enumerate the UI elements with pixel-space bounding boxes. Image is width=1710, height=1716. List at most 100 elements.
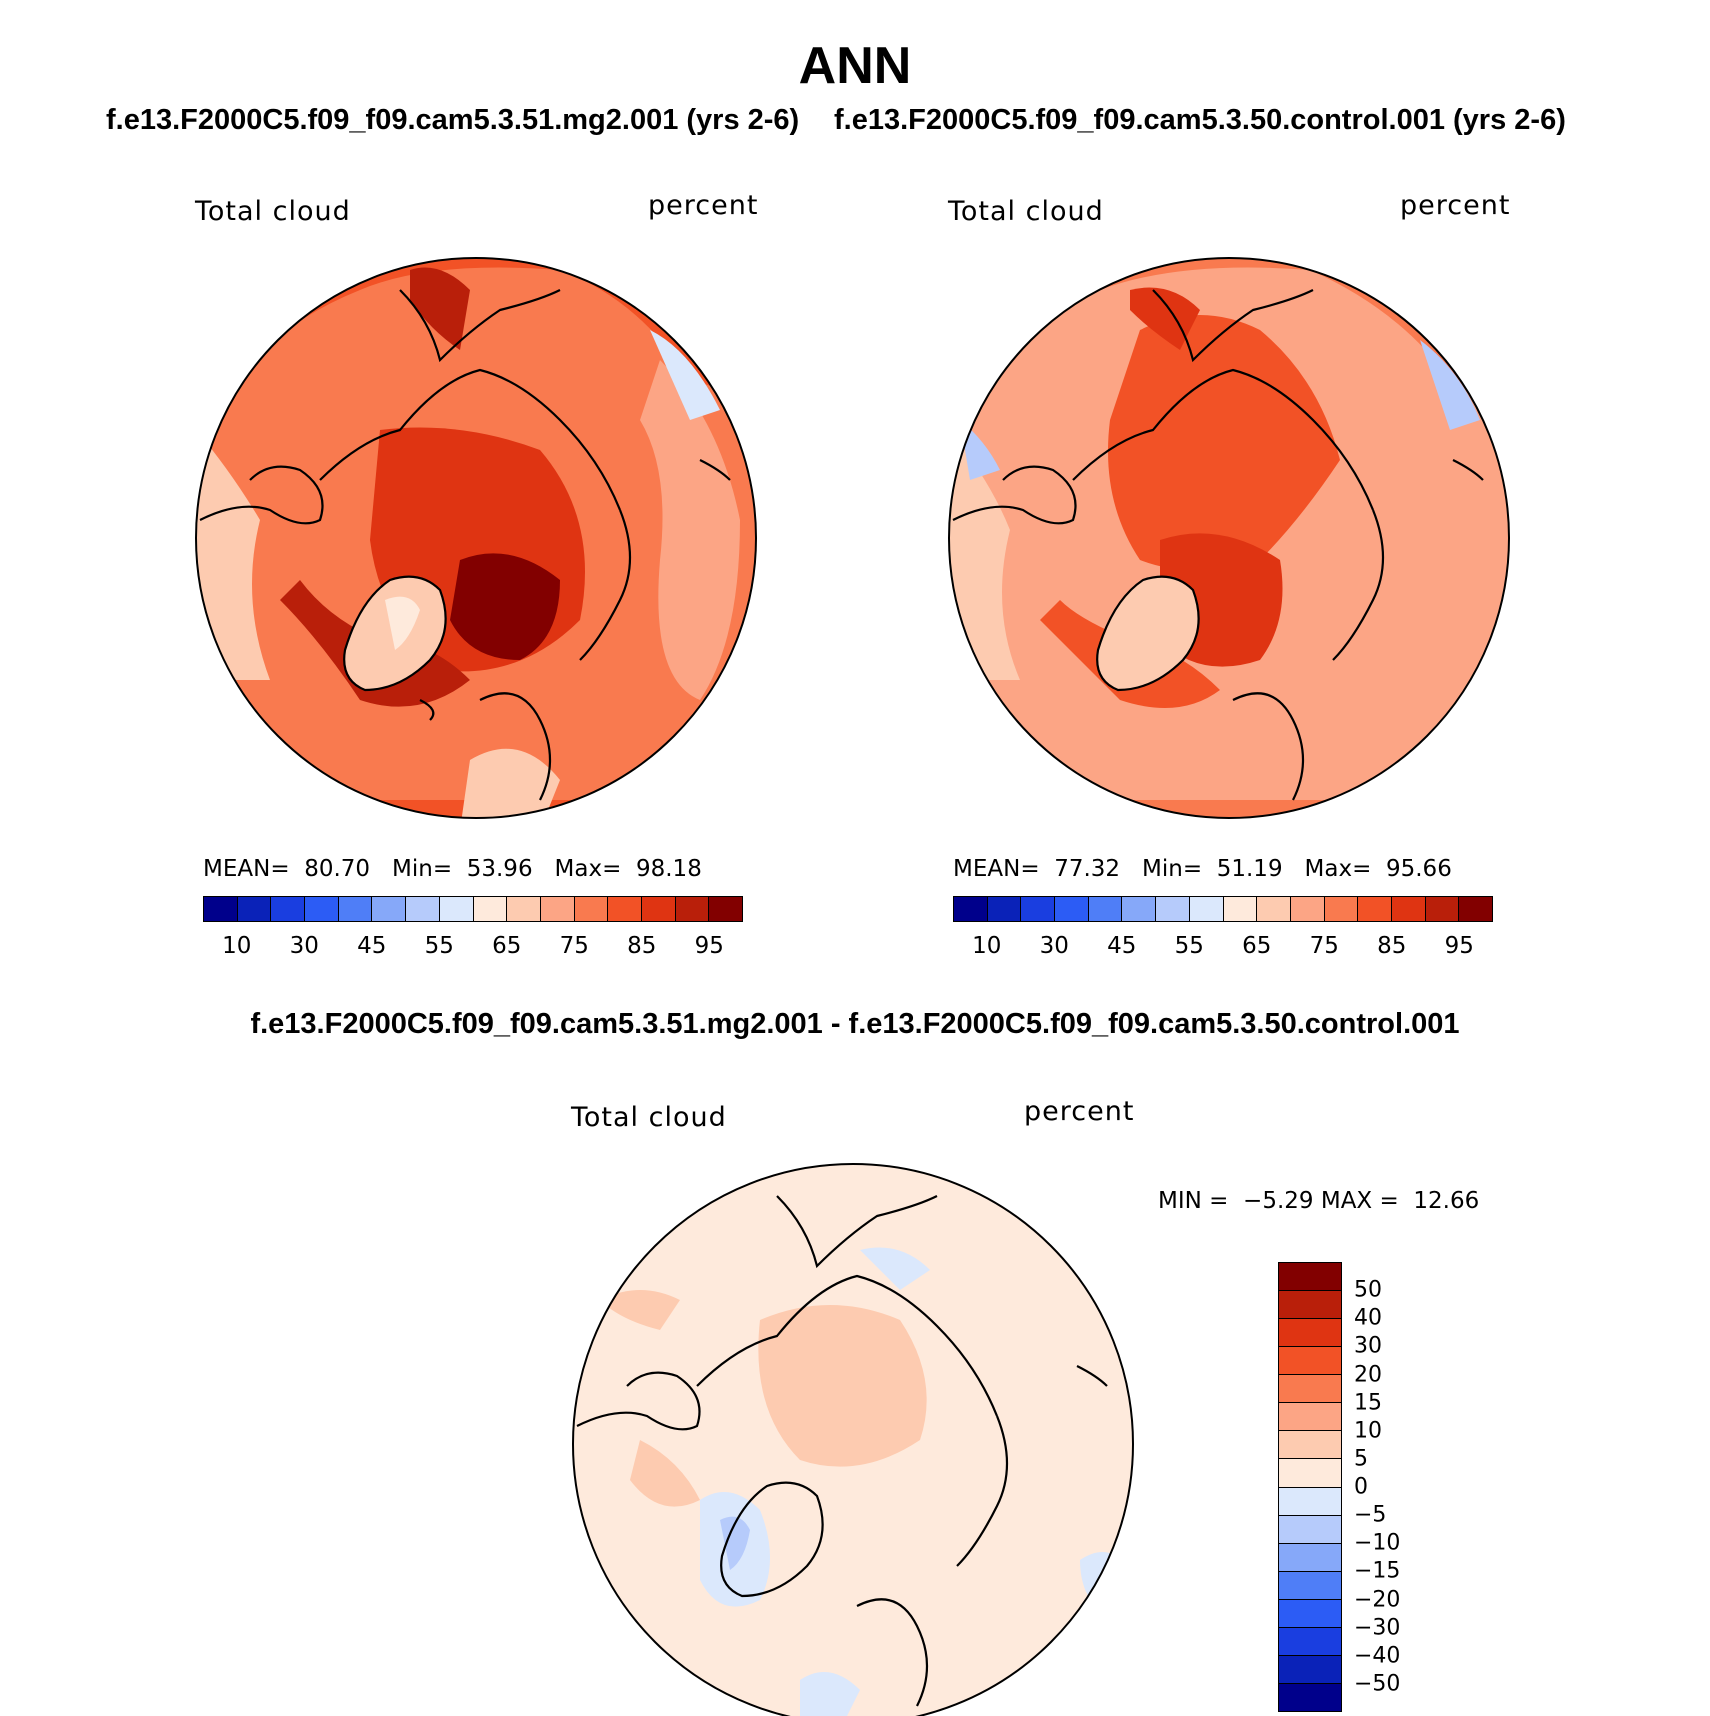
colorbar-right-swatch — [1358, 897, 1392, 921]
colorbar-left-tick-label: 75 — [559, 933, 589, 959]
colorbar-left-tick-label: 85 — [627, 933, 657, 959]
variable-label-left: Total cloud — [195, 196, 351, 227]
colorbar-left-tick-label: 65 — [492, 933, 522, 959]
colorbar-diff-tick-label: −40 — [1354, 1643, 1401, 1669]
colorbar-left-swatch — [608, 897, 642, 921]
colorbar-left-swatch — [338, 897, 373, 921]
colorbar-diff-tick-label: −20 — [1354, 1587, 1401, 1612]
map-diff — [573, 1164, 1133, 1716]
colorbar-right-swatch — [1257, 897, 1291, 921]
colorbar-right-swatch — [987, 897, 1022, 921]
colorbar-left-tick-label: 55 — [424, 933, 454, 959]
map-left — [196, 258, 756, 818]
colorbar-right-swatch — [1391, 897, 1426, 921]
colorbar-diff-tick-label: −5 — [1354, 1502, 1387, 1528]
stats-left: MEAN= 80.70 Min= 53.96 Max= 98.18 — [203, 856, 702, 882]
colorbar-diff-tick-label: −50 — [1354, 1671, 1401, 1697]
colorbar-diff-swatch — [1279, 1431, 1341, 1460]
colorbar-diff-swatch — [1279, 1683, 1341, 1711]
colorbar-right-tick-label: 75 — [1309, 933, 1339, 959]
colorbar-right-tick-label: 65 — [1242, 933, 1272, 959]
colorbar-right-swatch — [1459, 897, 1492, 921]
colorbar-left-tick-label: 10 — [222, 933, 252, 959]
colorbar-right-swatch — [1156, 897, 1190, 921]
colorbar-diff-tick-label: 40 — [1354, 1305, 1382, 1331]
colorbar-left-swatch — [641, 897, 676, 921]
colorbar-right-tick-label: 85 — [1377, 933, 1407, 959]
case-title-left: f.e13.F2000C5.f09_f09.cam5.3.51.mg2.001 … — [106, 104, 800, 136]
colorbar-diff-tick-label: −10 — [1354, 1530, 1401, 1556]
colorbar-diff-tick-label: −15 — [1354, 1558, 1401, 1584]
units-label-diff: percent — [1024, 1096, 1135, 1127]
colorbar-right-swatch — [1189, 897, 1224, 921]
colorbar-right-tick-label: 45 — [1107, 933, 1137, 959]
colorbar-diff-swatch — [1279, 1263, 1341, 1292]
colorbar-diff-tick-label: 15 — [1354, 1390, 1382, 1416]
stats-right: MEAN= 77.32 Min= 51.19 Max= 95.66 — [953, 856, 1452, 882]
colorbar-diff-swatch — [1279, 1375, 1341, 1404]
colorbar-right-swatch — [1290, 897, 1325, 921]
colorbar-diff-swatch — [1279, 1459, 1341, 1488]
colorbar-diff-tick-label: 10 — [1354, 1418, 1382, 1444]
units-label-right: percent — [1400, 190, 1511, 221]
colorbar-left-swatch — [473, 897, 508, 921]
colorbar-diff-swatch — [1279, 1487, 1341, 1516]
colorbar-right-tick-label: 95 — [1444, 933, 1474, 959]
colorbar-right-swatch — [1324, 897, 1359, 921]
colorbar-left — [203, 896, 743, 922]
colorbar-right-swatch — [1088, 897, 1123, 921]
page-title: ANN — [798, 37, 912, 95]
variable-label-diff: Total cloud — [571, 1102, 727, 1133]
case-title-right: f.e13.F2000C5.f09_f09.cam5.3.50.control.… — [834, 104, 1566, 136]
colorbar-diff-swatch — [1279, 1291, 1341, 1320]
colorbar-left-swatch — [271, 897, 306, 921]
colorbar-right-swatch — [1223, 897, 1258, 921]
colorbar-right-swatch — [954, 897, 988, 921]
colorbar-left-swatch — [675, 897, 710, 921]
colorbar-diff-swatch — [1279, 1515, 1341, 1544]
colorbar-right — [953, 896, 1493, 922]
colorbar-left-swatch — [237, 897, 272, 921]
colorbar-right-swatch — [1122, 897, 1157, 921]
map-right — [949, 258, 1509, 818]
colorbar-diff-swatch — [1279, 1655, 1341, 1684]
colorbar-right-ticks: 10 30 45 55 65 75 85 95 — [953, 933, 1493, 963]
colorbar-diff-swatch — [1279, 1543, 1341, 1572]
colorbar-diff-tick-label: −30 — [1354, 1615, 1401, 1641]
colorbar-left-swatch — [574, 897, 609, 921]
colorbar-left-tick-label: 45 — [357, 933, 387, 959]
colorbar-left-swatch — [507, 897, 541, 921]
colorbar-diff-tick-label: 20 — [1354, 1362, 1382, 1387]
colorbar-left-swatch — [372, 897, 407, 921]
difference-title: f.e13.F2000C5.f09_f09.cam5.3.51.mg2.001 … — [250, 1008, 1460, 1040]
colorbar-right-tick-label: 30 — [1039, 933, 1069, 959]
variable-label-right: Total cloud — [948, 196, 1104, 227]
colorbar-diff-swatch — [1279, 1627, 1341, 1656]
colorbar-diff-tick-label: 0 — [1354, 1474, 1368, 1500]
colorbar-diff-swatch — [1279, 1319, 1341, 1348]
colorbar-left-tick-label: 95 — [694, 933, 724, 959]
colorbar-left-swatch — [406, 897, 440, 921]
colorbar-right-swatch — [1021, 897, 1056, 921]
colorbar-right-swatch — [1425, 897, 1460, 921]
colorbar-left-swatch — [540, 897, 575, 921]
colorbar-right-swatch — [1055, 897, 1089, 921]
colorbar-diff-ticks: 50 40 30 20 15 10 5 0 −5 −10 −15 −20 −30 −40 −50 — [1354, 1262, 1434, 1712]
colorbar-diff-swatch — [1279, 1599, 1341, 1628]
colorbar-diff-tick-label: 5 — [1354, 1446, 1368, 1472]
colorbar-left-swatch — [305, 897, 339, 921]
colorbar-right-tick-label: 10 — [972, 933, 1002, 959]
colorbar-diff — [1278, 1262, 1342, 1712]
colorbar-right-tick-label: 55 — [1174, 933, 1204, 959]
colorbar-diff-tick-label: 30 — [1354, 1333, 1382, 1359]
colorbar-left-swatch — [439, 897, 474, 921]
colorbar-left-tick-label: 30 — [289, 933, 319, 959]
colorbar-left-swatch — [709, 897, 742, 921]
colorbar-left-swatch — [204, 897, 238, 921]
colorbar-left-ticks: 10 30 45 55 65 75 85 95 — [203, 933, 743, 963]
colorbar-diff-swatch — [1279, 1571, 1341, 1600]
colorbar-diff-tick-label: 50 — [1354, 1277, 1382, 1303]
stats-diff: MIN = −5.29 MAX = 12.66 — [1158, 1188, 1480, 1214]
colorbar-diff-swatch — [1279, 1403, 1341, 1432]
